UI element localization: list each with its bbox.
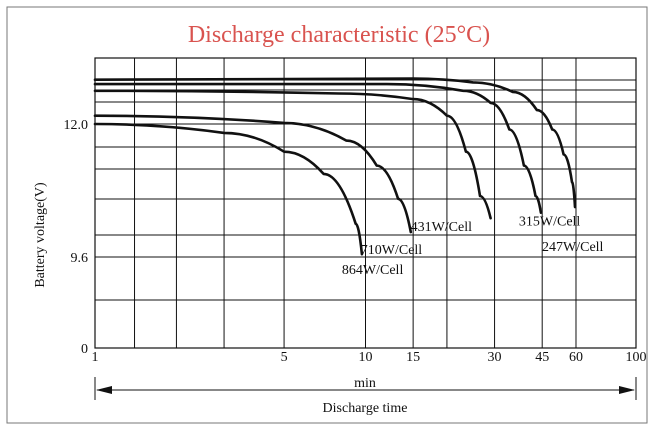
- x-tick-label: 1: [92, 350, 99, 365]
- series-label-2: 710W/Cell: [361, 243, 423, 258]
- series-line-5: [93, 77, 577, 209]
- x-tick-label: 10: [359, 350, 373, 365]
- series-line-2: [93, 114, 413, 234]
- grid-layer: [94, 57, 637, 349]
- series-line-1: [93, 122, 364, 256]
- series-label-1: 864W/Cell: [342, 263, 404, 278]
- series-layer: [93, 77, 577, 256]
- x-tick-label: 5: [281, 350, 288, 365]
- time-axis-arrow: [94, 377, 637, 400]
- series-label-5: 247W/Cell: [542, 240, 604, 255]
- chart-title: Discharge characteristic (25°C): [188, 22, 490, 48]
- figure-frame: [6, 6, 648, 424]
- x-tick-label: 45: [535, 350, 549, 365]
- y-tick-label: 0: [81, 342, 88, 357]
- x-tick-label: 60: [569, 350, 583, 365]
- series-label-3: 431W/Cell: [411, 220, 473, 235]
- x-axis-label: Discharge time: [323, 401, 408, 416]
- y-tick-label: 12.0: [64, 118, 89, 133]
- series-labels: 864W/Cell 710W/Cell 431W/Cell 315W/Cell 247W…: [342, 215, 604, 279]
- x-tick-label: 100: [626, 350, 647, 365]
- series-line-3: [93, 89, 492, 220]
- y-tick-label: 9.6: [71, 251, 89, 266]
- series-label-4: 315W/Cell: [519, 215, 581, 230]
- y-axis-label: Battery voltage(V): [33, 182, 48, 288]
- x-tick-label: 30: [488, 350, 502, 365]
- x-tick-label: 15: [406, 350, 420, 365]
- series-line-4: [93, 82, 543, 214]
- x-axis-unit: min: [354, 376, 376, 391]
